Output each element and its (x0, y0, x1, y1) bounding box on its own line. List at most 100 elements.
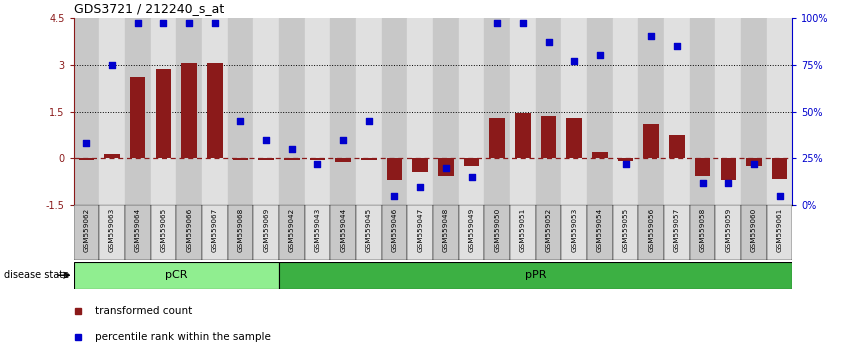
Bar (459, 18, 484, 205)
Point (336, 137, 350, 142)
Bar (74, 262, 279, 289)
Bar (382, 18, 407, 205)
Bar (715, 205, 741, 260)
Bar (387, 159, 402, 180)
Point (208, 21, 222, 26)
Text: GSM559069: GSM559069 (263, 208, 269, 252)
Point (670, 43, 684, 49)
Bar (228, 205, 253, 260)
Text: GSM559049: GSM559049 (469, 208, 475, 252)
Bar (536, 18, 561, 205)
Text: pCR: pCR (165, 270, 188, 280)
Bar (156, 69, 171, 159)
Text: GSM559044: GSM559044 (340, 208, 346, 252)
Bar (587, 205, 612, 260)
Point (259, 137, 273, 142)
Point (157, 21, 171, 26)
Bar (361, 159, 377, 160)
Point (285, 146, 299, 152)
Point (567, 58, 581, 64)
Bar (459, 205, 484, 260)
Text: GSM559043: GSM559043 (314, 208, 320, 252)
Text: GSM559056: GSM559056 (649, 208, 654, 252)
Bar (253, 205, 279, 260)
Bar (689, 205, 715, 260)
Bar (182, 63, 197, 159)
Bar (489, 118, 505, 159)
Text: GSM559060: GSM559060 (751, 208, 757, 252)
Bar (464, 159, 479, 166)
Text: GSM559046: GSM559046 (391, 208, 397, 252)
Text: GSM559054: GSM559054 (597, 208, 603, 252)
Text: disease state: disease state (4, 270, 69, 280)
Point (490, 21, 504, 26)
Bar (382, 205, 407, 260)
Text: GSM559051: GSM559051 (520, 208, 526, 252)
Bar (330, 18, 356, 205)
Bar (177, 18, 202, 205)
Bar (695, 159, 710, 176)
Bar (510, 205, 536, 260)
Bar (74, 18, 100, 205)
Bar (100, 205, 125, 260)
Bar (664, 18, 689, 205)
Bar (766, 18, 792, 205)
Bar (664, 205, 689, 260)
Bar (202, 18, 228, 205)
Text: GSM559042: GSM559042 (289, 208, 294, 252)
Bar (643, 124, 659, 159)
Bar (125, 18, 151, 205)
Point (413, 184, 427, 189)
Text: GSM559055: GSM559055 (623, 208, 629, 252)
Point (131, 21, 145, 26)
Point (80, 141, 94, 146)
Bar (100, 18, 125, 205)
Text: percentile rank within the sample: percentile rank within the sample (95, 332, 271, 342)
Text: GSM559050: GSM559050 (494, 208, 501, 252)
Text: GSM559058: GSM559058 (700, 208, 706, 252)
Bar (741, 205, 766, 260)
Bar (151, 18, 177, 205)
Bar (536, 205, 561, 260)
Bar (258, 159, 274, 160)
Bar (284, 159, 300, 160)
Point (182, 21, 196, 26)
Bar (484, 18, 510, 205)
Bar (433, 205, 459, 260)
Bar (330, 205, 356, 260)
Bar (253, 18, 279, 205)
Point (311, 161, 325, 167)
Bar (741, 18, 766, 205)
Point (747, 161, 761, 167)
Bar (335, 159, 351, 161)
Bar (279, 262, 792, 289)
Text: GSM559063: GSM559063 (109, 208, 115, 252)
Bar (310, 159, 326, 160)
Text: GSM559052: GSM559052 (546, 208, 552, 252)
Point (388, 193, 402, 199)
Bar (510, 18, 536, 205)
Bar (766, 205, 792, 260)
Bar (202, 205, 228, 260)
Bar (356, 18, 382, 205)
Text: GSM559053: GSM559053 (572, 208, 577, 252)
Text: GSM559059: GSM559059 (725, 208, 731, 252)
Text: pPR: pPR (525, 270, 546, 280)
Bar (74, 205, 100, 260)
Bar (412, 159, 428, 172)
Point (695, 180, 709, 185)
Text: GSM559061: GSM559061 (777, 208, 783, 252)
Point (516, 21, 530, 26)
Bar (105, 154, 120, 159)
Bar (515, 113, 531, 159)
Bar (566, 118, 582, 159)
Text: GDS3721 / 212240_s_at: GDS3721 / 212240_s_at (74, 2, 223, 15)
Bar (587, 18, 612, 205)
Bar (228, 18, 253, 205)
Text: GSM559047: GSM559047 (417, 208, 423, 252)
Bar (540, 116, 556, 159)
Text: GSM559065: GSM559065 (160, 208, 166, 252)
Point (721, 180, 735, 185)
Bar (746, 159, 761, 166)
Bar (617, 159, 633, 161)
